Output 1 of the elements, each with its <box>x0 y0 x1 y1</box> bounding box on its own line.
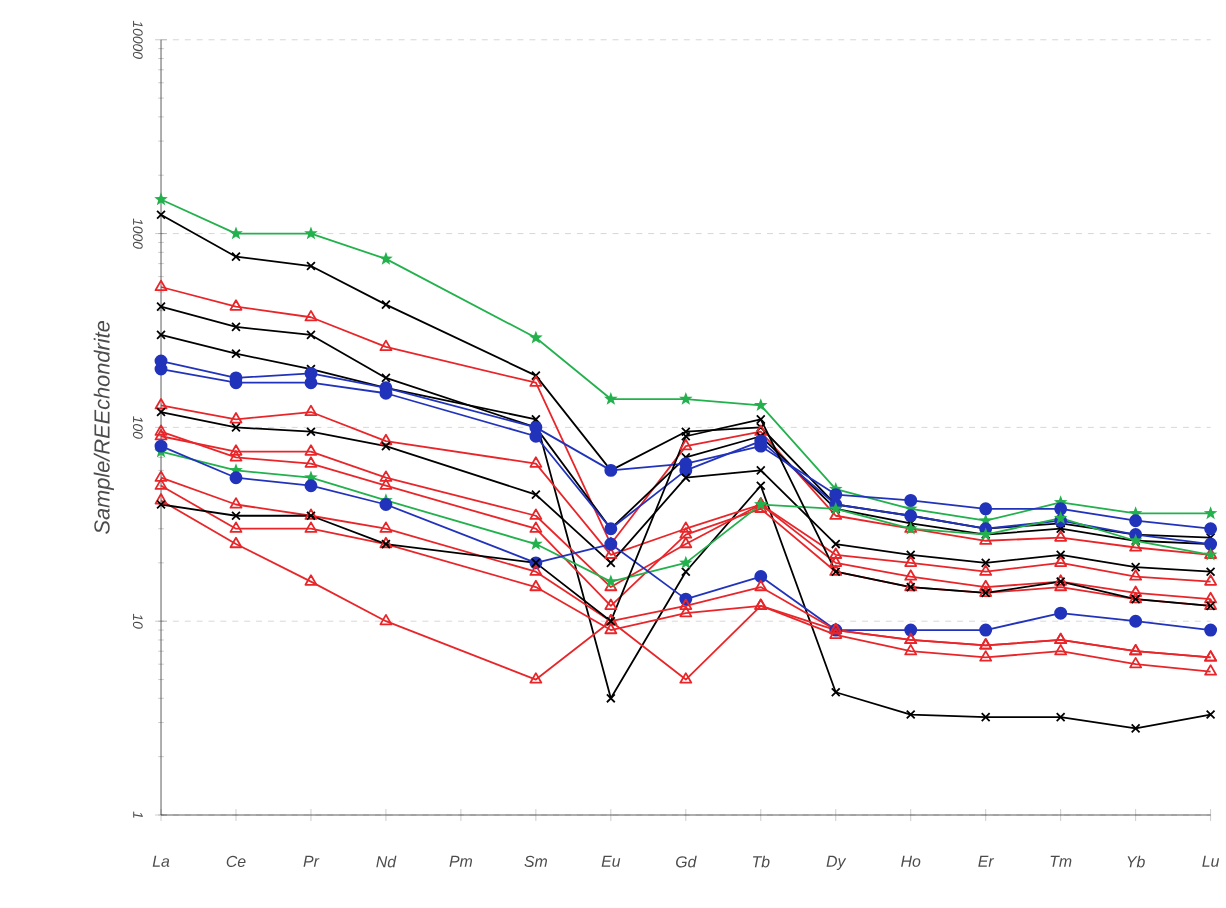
y-axis-title: Sample/REEchondrite <box>93 320 114 534</box>
